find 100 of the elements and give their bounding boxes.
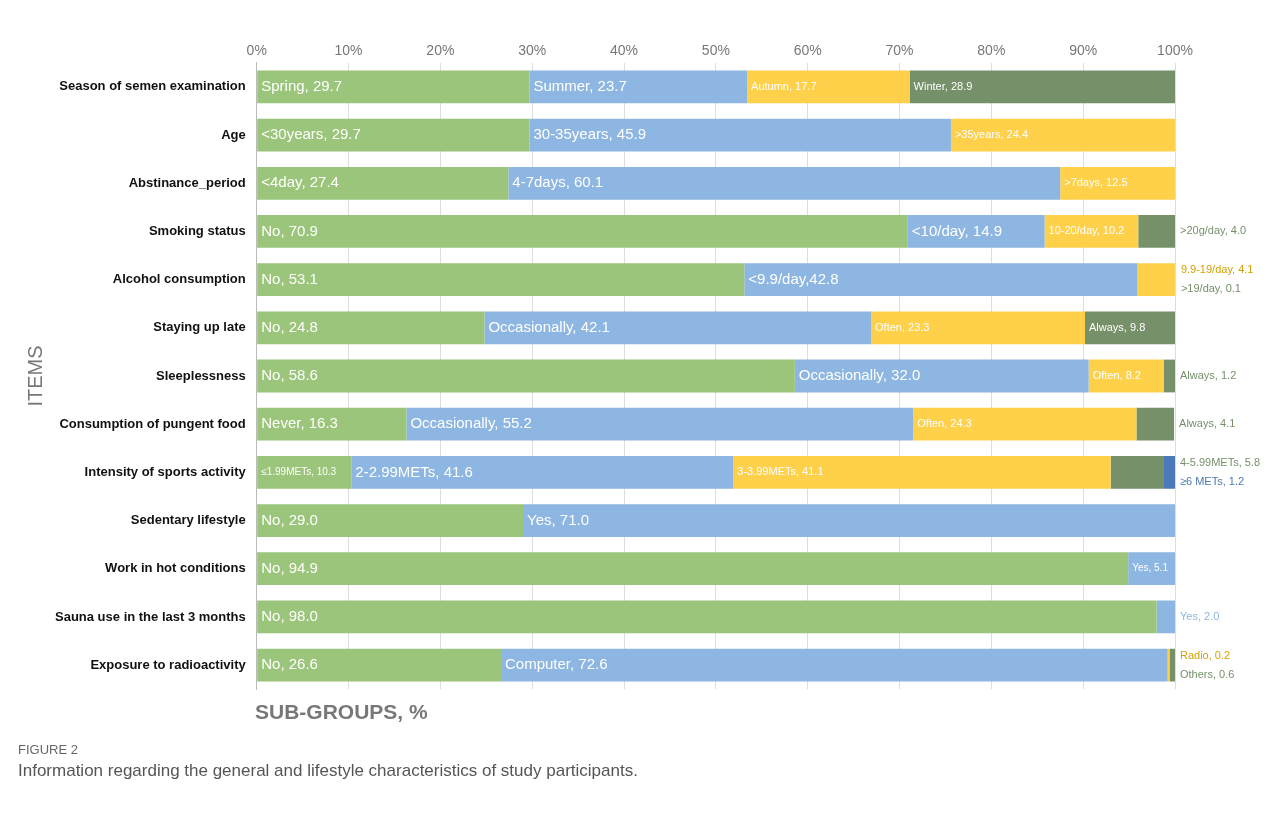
data-label: Often, 24.3 (917, 417, 972, 430)
data-label: 9.9-19/day, 4.1 (1180, 263, 1254, 276)
caption: FIGURE 2 (18, 742, 79, 757)
y-tick-label: Consumption of pungent food (59, 415, 246, 431)
data-label: No, 98.0 (261, 607, 318, 625)
bar (257, 263, 745, 297)
bar (257, 70, 530, 104)
y-tick-label: Sleeplessness (156, 367, 246, 383)
bar (257, 648, 501, 682)
data-label: 10-20/day, 10.2 (1048, 224, 1125, 237)
bar (508, 166, 1061, 200)
data-label: Always, 1.2 (1180, 369, 1237, 382)
bar (950, 118, 1175, 152)
y-axis-title: ITEMS (23, 345, 46, 407)
x-tick-label: 80% (977, 42, 1006, 59)
data-label: Always, 9.8 (1089, 320, 1146, 333)
data-label: <4day, 27.4 (261, 173, 339, 191)
data-label: Always, 4.1 (1179, 417, 1236, 430)
data-label: No, 24.8 (261, 317, 318, 335)
data-label: No, 53.1 (261, 269, 318, 287)
y-tick-label: Smoking status (148, 223, 246, 239)
bar (1110, 455, 1164, 489)
data-label: >7days, 12.5 (1064, 176, 1128, 189)
data-label: 30-35years, 45.9 (533, 125, 647, 143)
data-label: Others, 0.6 (1180, 667, 1235, 680)
data-label: Occasionally, 42.1 (488, 317, 610, 335)
x-tick-label: 40% (610, 42, 639, 59)
bar (529, 118, 951, 152)
bar (794, 359, 1089, 393)
x-tick-label: 70% (885, 42, 914, 59)
x-tick-label: 10% (334, 42, 363, 59)
data-label: 3-3.99METs, 41.1 (737, 465, 824, 478)
y-tick-label: Exposure to radioactivity (90, 656, 247, 672)
bar (257, 215, 908, 248)
bar (1060, 166, 1175, 200)
data-label: >35years, 24.4 (954, 128, 1029, 141)
bar (257, 600, 1157, 634)
data-label: ≥6 METs, 1.2 (1180, 474, 1245, 487)
data-label: 4-7days, 60.1 (512, 173, 604, 191)
y-tick-label: Sauna use in the last 3 months (54, 608, 246, 624)
bar (257, 311, 485, 345)
bar (257, 407, 407, 441)
data-label: Often, 8.2 (1092, 369, 1141, 382)
bar (747, 70, 910, 104)
x-tick-label: 0% (246, 42, 267, 59)
bar (1163, 359, 1175, 393)
x-tick-label: 20% (426, 42, 455, 59)
y-tick-label: Alcohol consumption (112, 271, 246, 287)
bar (257, 359, 795, 393)
y-tick-label: Staying up late (153, 319, 246, 335)
x-tick-label: 30% (518, 42, 547, 59)
data-label: No, 94.9 (261, 558, 318, 576)
bar (733, 455, 1111, 489)
data-label: Radio, 0.2 (1180, 648, 1231, 661)
data-label: Autumn, 17.7 (751, 79, 817, 92)
data-label: 2-2.99METs, 41.6 (355, 462, 473, 480)
bar (1156, 600, 1175, 634)
bar (1136, 407, 1175, 441)
data-label: Summer, 23.7 (533, 77, 627, 95)
y-tick-label: Season of semen examination (59, 78, 246, 94)
data-label: No, 29.0 (261, 510, 318, 528)
data-label: No, 26.6 (261, 655, 318, 673)
data-label: Yes, 71.0 (527, 510, 590, 528)
data-label: Occasionally, 32.0 (798, 366, 921, 384)
data-label: Occasionally, 55.2 (410, 414, 532, 432)
y-tick-label: Abstinance_period (128, 174, 246, 190)
x-tick-label: 90% (1069, 42, 1098, 59)
data-label: Never, 16.3 (261, 414, 338, 432)
data-label: No, 58.6 (261, 366, 318, 384)
bar (1169, 648, 1175, 682)
x-axis-title: SUB-GROUPS, % (255, 700, 429, 724)
bar (907, 215, 1045, 248)
bar (909, 70, 1175, 104)
bar (484, 311, 872, 345)
bar (257, 552, 1129, 586)
bar (913, 407, 1137, 441)
bar (351, 455, 734, 489)
data-label: >19/day, 0.1 (1180, 282, 1241, 295)
bar (1163, 455, 1175, 489)
y-tick-label: Work in hot conditions (105, 560, 246, 576)
bar (871, 311, 1086, 345)
y-tick-label: Age (221, 126, 246, 142)
bar (523, 504, 1175, 537)
bar (257, 166, 509, 200)
x-tick-label: 100% (1157, 42, 1193, 59)
data-label: Winter, 28.9 (913, 79, 973, 92)
bar (257, 504, 524, 537)
bar (500, 648, 1168, 682)
data-label: 4-5.99METs, 5.8 (1180, 456, 1261, 469)
bar (529, 70, 748, 104)
bar (1128, 552, 1175, 586)
x-tick-label: 60% (793, 42, 822, 59)
bar (406, 407, 914, 441)
data-label: ≤1.99METs, 10.3 (261, 466, 337, 478)
bar (257, 118, 530, 152)
bar (744, 263, 1138, 297)
data-label: >20g/day, 4.0 (1180, 224, 1247, 237)
bar (1085, 311, 1175, 345)
bar (1137, 263, 1175, 297)
data-label: <10/day, 14.9 (911, 221, 1002, 239)
